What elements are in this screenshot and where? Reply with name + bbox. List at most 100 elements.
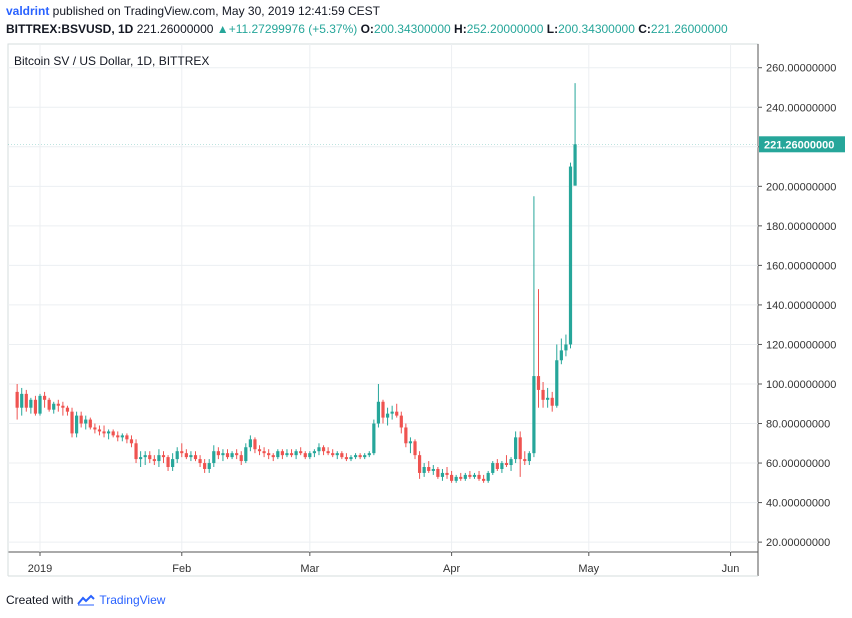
x-tick-label: May: [578, 563, 599, 575]
candle-body: [42, 395, 47, 400]
candle-body: [436, 468, 440, 477]
candle-body: [244, 447, 248, 462]
candle-body: [148, 455, 152, 460]
candle-body: [262, 451, 266, 454]
candle-body: [317, 447, 321, 452]
candle-body: [198, 459, 202, 464]
candle-body: [61, 405, 65, 408]
close-label: C:: [638, 22, 651, 36]
candle-body: [344, 457, 349, 460]
last-price: 221.26000000: [136, 22, 214, 36]
candle-body: [212, 451, 216, 464]
candle-body: [20, 393, 24, 408]
candle-body: [294, 451, 298, 456]
candle-body: [367, 453, 371, 456]
candle-body: [408, 441, 413, 444]
candle-body: [514, 437, 518, 460]
candle-body: [440, 472, 445, 477]
candle-body: [449, 474, 454, 481]
chart-title: Bitcoin SV / US Dollar, 1D, BITTREX: [14, 54, 210, 68]
y-tick-label: 80.00000000: [766, 419, 830, 431]
candle-body: [399, 415, 403, 428]
candle-body: [308, 453, 312, 458]
y-tick-label: 140.00000000: [766, 300, 836, 312]
candle-body: [93, 427, 97, 430]
candle-body: [417, 455, 422, 473]
publish-info: valdrint published on TradingView.com, M…: [6, 4, 380, 18]
candle-body: [376, 401, 381, 424]
candle-body: [413, 441, 417, 456]
candle-body: [74, 415, 79, 434]
candle-body: [536, 376, 541, 390]
candle-body: [280, 451, 284, 456]
candle-body: [65, 407, 70, 412]
candle-body: [38, 395, 42, 414]
candle-body: [47, 399, 51, 410]
x-tick-label: 2019: [28, 563, 52, 575]
candle-body: [56, 403, 60, 406]
candle-body: [454, 476, 458, 481]
author-name[interactable]: valdrint: [6, 4, 50, 18]
candle-body: [24, 393, 28, 408]
price-change: +11.27299976 (+5.37%): [228, 22, 358, 36]
candle-body: [257, 449, 262, 452]
candle-body: [129, 439, 134, 444]
candle-body: [486, 472, 490, 481]
candle-body: [550, 397, 554, 406]
candle-body: [221, 453, 225, 456]
candle-body: [161, 455, 166, 458]
candle-body: [500, 463, 504, 469]
x-tick-label: Apr: [443, 563, 460, 575]
last-price-badge: [759, 136, 845, 153]
y-tick-label: 240.00000000: [766, 102, 836, 114]
candle-body: [385, 413, 390, 418]
last-price-label: 221.26000000: [764, 139, 834, 151]
candle-body: [271, 455, 275, 458]
candle-body: [230, 453, 234, 458]
candle-body: [340, 453, 344, 458]
open-label: O:: [360, 22, 374, 36]
candle-body: [303, 453, 307, 458]
candle-body: [564, 344, 568, 351]
price-chart[interactable]: 260.00000000240.00000000220.00000000200.…: [0, 40, 852, 585]
candle-body: [395, 411, 399, 416]
candle-body: [422, 467, 426, 473]
candle-body: [299, 451, 303, 454]
candle-body: [335, 453, 339, 456]
candle-body: [193, 455, 198, 460]
candle-body: [559, 350, 563, 361]
candle-body: [527, 453, 531, 462]
candle-body: [546, 397, 550, 400]
candle-body: [175, 451, 179, 460]
candle-body: [120, 435, 124, 438]
candle-body: [404, 427, 408, 444]
candle-body: [358, 455, 362, 458]
candle-body: [33, 399, 38, 414]
low-value: 200.34300000: [558, 22, 635, 36]
candle-body: [171, 459, 175, 468]
candle-body: [353, 455, 358, 458]
y-tick-label: 120.00000000: [766, 339, 836, 351]
candle-body: [518, 437, 522, 460]
y-tick-label: 40.00000000: [766, 498, 830, 510]
candle-body: [152, 459, 156, 462]
candle-body: [568, 166, 573, 345]
candle-body: [289, 453, 294, 456]
candle-body: [431, 468, 435, 471]
candle-body: [276, 451, 280, 458]
candle-body: [84, 419, 88, 424]
x-tick-label: Jun: [722, 563, 740, 575]
x-tick-label: Feb: [172, 563, 191, 575]
candle-body: [472, 474, 477, 477]
y-tick-label: 200.00000000: [766, 181, 836, 193]
candle-body: [523, 459, 527, 462]
low-label: L:: [546, 22, 559, 36]
candle-body: [555, 360, 559, 406]
close-value: 221.26000000: [650, 22, 728, 36]
candle-body: [321, 447, 326, 452]
tradingview-link[interactable]: TradingView: [99, 593, 166, 607]
candle-body: [363, 455, 367, 458]
candle-body: [285, 453, 289, 456]
y-tick-label: 100.00000000: [766, 379, 836, 391]
candle-body: [372, 423, 376, 454]
